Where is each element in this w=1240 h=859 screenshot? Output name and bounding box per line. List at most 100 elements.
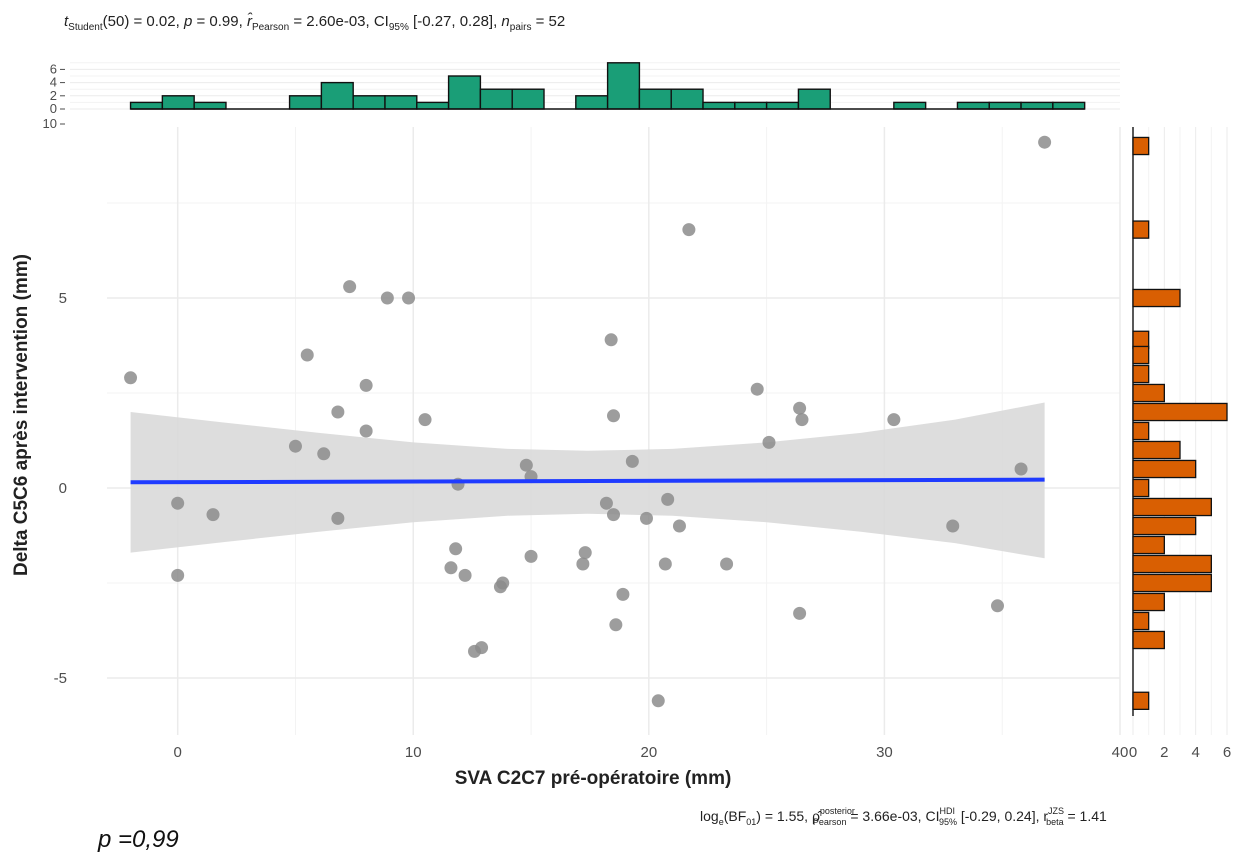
data-point — [946, 519, 960, 533]
right-hist-bar — [1132, 592, 1165, 612]
top-hist-bar — [797, 88, 831, 110]
data-point — [750, 382, 764, 396]
data-point — [449, 542, 463, 556]
top-hist-bar — [893, 101, 927, 110]
top-hist-tick-label: 0 — [50, 101, 57, 116]
right-hist-bar — [1132, 611, 1150, 631]
data-point — [658, 557, 672, 571]
data-point — [171, 568, 185, 582]
data-point — [1038, 135, 1052, 149]
top-hist-bar — [416, 101, 450, 110]
top-hist-tick-label: 2 — [50, 88, 57, 103]
data-point — [418, 413, 432, 427]
y-tick-label: 5 — [59, 290, 67, 307]
right-hist-bar — [1132, 440, 1181, 460]
data-point — [661, 492, 675, 506]
data-point — [990, 599, 1004, 613]
y-tick-label: -5 — [54, 670, 67, 687]
right-hist-bar — [1132, 421, 1150, 441]
data-point — [380, 291, 394, 305]
data-point — [607, 409, 620, 423]
data-point — [795, 413, 809, 427]
right-hist-bar — [1132, 330, 1150, 350]
top-hist-bar — [479, 88, 513, 110]
top-hist-bar — [956, 101, 990, 110]
data-point — [616, 587, 630, 601]
data-point — [887, 413, 901, 427]
top-hist-bar — [511, 88, 545, 110]
x-tick-label: 30 — [876, 744, 893, 761]
data-point — [331, 405, 345, 419]
data-point — [317, 447, 331, 461]
right-hist-bar — [1132, 402, 1228, 422]
right-hist-bar — [1132, 136, 1150, 156]
data-point — [576, 557, 590, 571]
top-hist-bar — [702, 101, 736, 110]
data-point — [793, 401, 807, 415]
right-hist-bar — [1132, 573, 1212, 593]
top-hist-tick-label: 10 — [43, 116, 57, 131]
data-point — [300, 348, 314, 362]
data-point — [331, 511, 345, 525]
right-hist-bar — [1132, 691, 1150, 711]
right-hist-bar — [1132, 497, 1212, 517]
right-hist-bar — [1132, 478, 1150, 498]
top-hist-bar — [129, 101, 164, 110]
top-hist-bar — [606, 62, 641, 110]
top-hist-bar — [320, 81, 354, 110]
right-hist-bar — [1132, 345, 1150, 365]
top-hist-bar — [161, 95, 195, 110]
top-hist-bar — [638, 88, 672, 110]
top-hist-bar — [384, 95, 418, 110]
data-point — [762, 435, 776, 449]
data-point — [609, 618, 623, 632]
data-point — [288, 439, 302, 453]
bottom-stat-text: loge(BF01) = 1.55, ρ̂posterior Pearson = … — [700, 806, 1107, 827]
top-stat-text: tStudent(50) = 0.02, p = 0.99, r̂Pearson… — [64, 12, 565, 33]
top-hist-bar — [765, 101, 800, 110]
y-tick-label: 0 — [59, 480, 67, 497]
y-axis-title: Delta C5C6 après intervention (mm) — [11, 254, 32, 576]
data-point — [475, 641, 489, 655]
top-hist-bar — [734, 101, 768, 110]
data-point — [444, 561, 458, 575]
top-hist-bar — [575, 95, 609, 110]
right-hist-bar — [1132, 630, 1165, 650]
top-hist-bar — [988, 101, 1022, 110]
data-point — [682, 223, 696, 237]
x-axis-title: SVA C2C7 pré-opératoire (mm) — [455, 768, 732, 789]
top-hist-bar — [670, 88, 704, 110]
data-point — [519, 458, 533, 472]
data-point — [458, 568, 472, 582]
top-hist-bar — [288, 95, 323, 110]
data-point — [607, 508, 620, 522]
data-point — [639, 511, 653, 525]
top-hist-bar — [1052, 101, 1086, 110]
right-hist-bar — [1132, 554, 1212, 574]
right-hist-tick-label: 2 — [1160, 744, 1168, 761]
right-hist-bar — [1132, 364, 1150, 384]
data-point — [1014, 462, 1028, 476]
data-point — [672, 519, 686, 533]
data-point — [496, 576, 510, 590]
data-point — [343, 280, 357, 294]
data-point — [359, 378, 373, 392]
right-hist-bar — [1132, 535, 1165, 555]
top-hist-bar — [1020, 101, 1054, 110]
data-point — [793, 606, 807, 620]
top-hist-bar — [447, 75, 482, 110]
right-hist-bar — [1132, 459, 1197, 479]
regression-line — [130, 477, 1045, 485]
data-point — [625, 454, 639, 468]
data-point — [359, 424, 373, 438]
data-point — [651, 694, 665, 708]
data-point — [402, 291, 416, 305]
top-hist-bar — [193, 101, 227, 110]
data-point — [171, 496, 185, 510]
right-hist-tick-label: 0 — [1129, 744, 1137, 761]
data-point — [124, 371, 138, 385]
data-point — [720, 557, 734, 571]
x-tick-label: 20 — [640, 744, 657, 761]
right-hist-bar — [1132, 516, 1197, 536]
